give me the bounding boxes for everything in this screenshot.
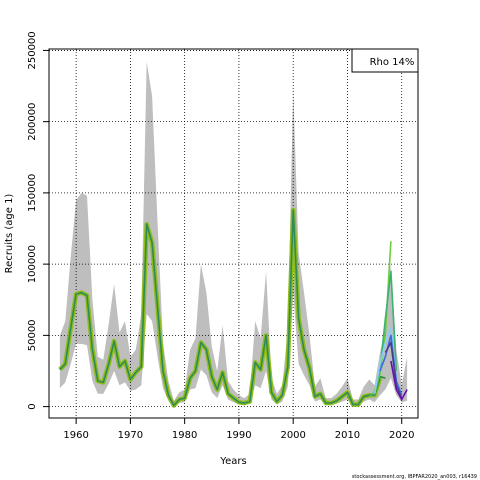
x-tick-label: 2000 — [280, 430, 305, 441]
retro-series-line — [384, 341, 403, 399]
x-tick-label: 1990 — [226, 430, 251, 441]
footer-credit: stockassessment.org, IBPFAR2020_an003, r… — [351, 474, 477, 480]
confidence-band — [59, 61, 408, 406]
y-tick-label: 0 — [27, 403, 38, 409]
y-tick-label: 50000 — [27, 319, 38, 351]
x-tick-label: 2020 — [389, 430, 414, 441]
x-tick-label: 1980 — [172, 430, 197, 441]
x-tick-label: 1960 — [63, 430, 88, 441]
x-tick-label: 1970 — [118, 430, 143, 441]
legend-text: Rho 14% — [370, 57, 415, 68]
y-tick-label: 200000 — [27, 103, 38, 141]
y-axis-title: Recruits (age 1) — [4, 194, 15, 274]
series-line — [59, 209, 381, 407]
retro-series-line — [390, 360, 408, 401]
y-tick-label: 100000 — [27, 245, 38, 283]
confidence-band-layer — [59, 61, 408, 406]
series-layer — [58, 207, 408, 408]
legend-box — [351, 48, 419, 73]
legend: Rho 14% — [351, 48, 419, 73]
x-axis-title: Years — [219, 456, 246, 467]
x-axis: 1960 1970 1980 1990 2000 2010 2020 — [63, 417, 414, 441]
retro-series-line — [368, 270, 398, 397]
y-axis: 0 50000 100000 150000 200000 250000 — [27, 31, 50, 410]
x-tick-label: 2010 — [335, 430, 360, 441]
y-tick-label: 150000 — [27, 174, 38, 212]
retro-series-line — [379, 334, 403, 396]
y-tick-label: 250000 — [27, 31, 38, 69]
